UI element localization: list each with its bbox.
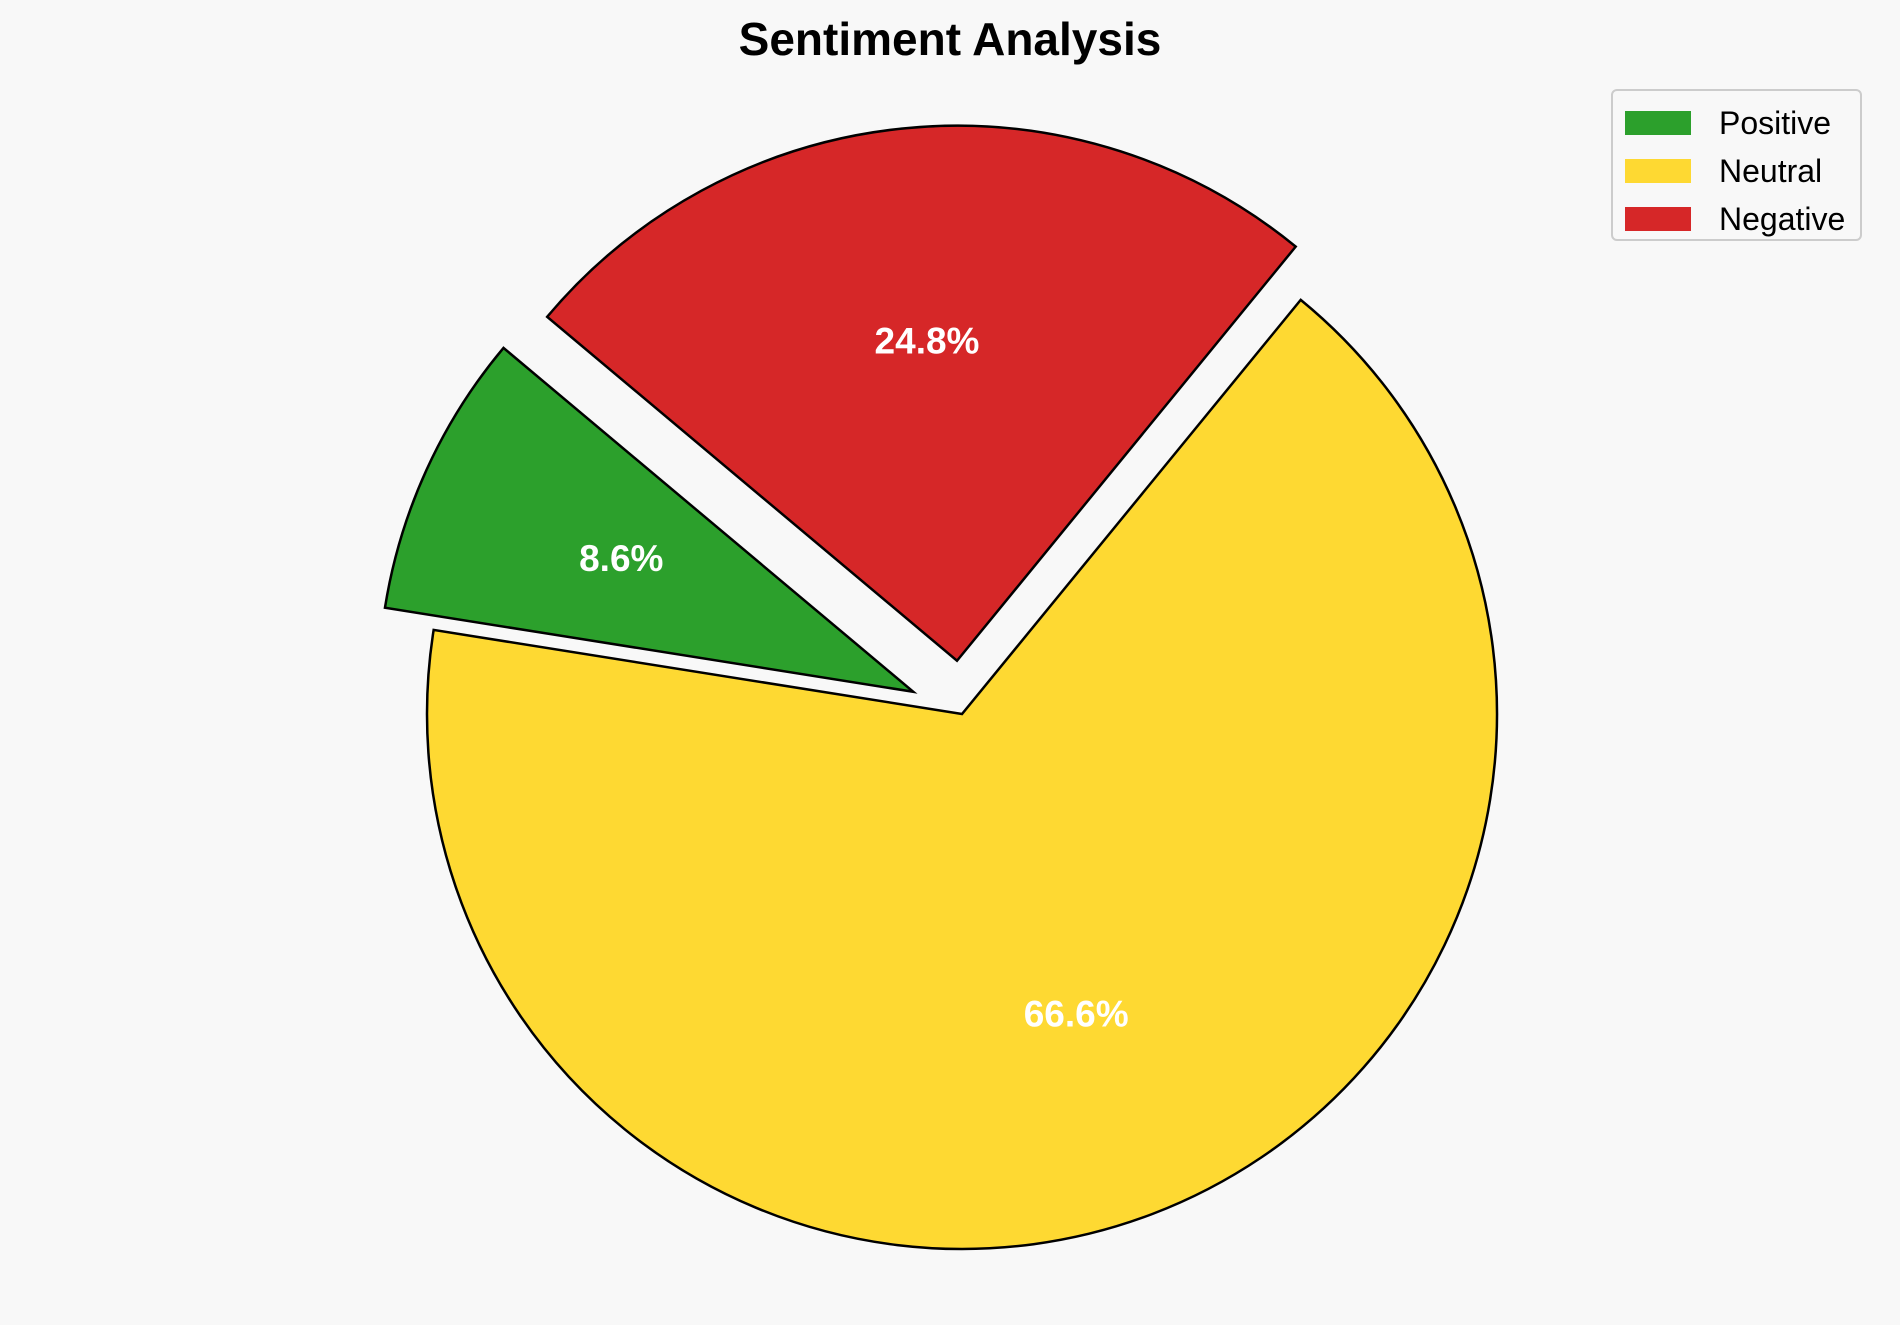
- slice-label-negative: 24.8%: [875, 321, 980, 362]
- legend-swatch-negative: [1625, 207, 1691, 231]
- pie-slice-negative: [545, 124, 1298, 663]
- pie-slices: [383, 124, 1499, 1251]
- legend-entry-negative: Negative: [1625, 195, 1860, 243]
- pie-slice-positive: [383, 346, 918, 694]
- pie-slice-neutral: [425, 298, 1499, 1251]
- pie-value-labels: 8.6% 66.6% 24.8%: [579, 321, 1129, 1035]
- legend-label-negative: Negative: [1719, 200, 1846, 237]
- legend-label-neutral: Neutral: [1719, 152, 1823, 189]
- legend-swatch-neutral: [1625, 159, 1691, 183]
- legend: Positive Neutral Negative: [1611, 89, 1862, 241]
- legend-entry-neutral: Neutral: [1625, 147, 1860, 195]
- slice-label-neutral: 66.6%: [1024, 993, 1129, 1034]
- legend-swatch-positive: [1625, 111, 1691, 135]
- legend-entry-positive: Positive: [1625, 99, 1860, 147]
- slice-label-positive: 8.6%: [579, 538, 663, 579]
- chart-title: Sentiment Analysis: [738, 13, 1162, 65]
- legend-label-positive: Positive: [1719, 104, 1832, 141]
